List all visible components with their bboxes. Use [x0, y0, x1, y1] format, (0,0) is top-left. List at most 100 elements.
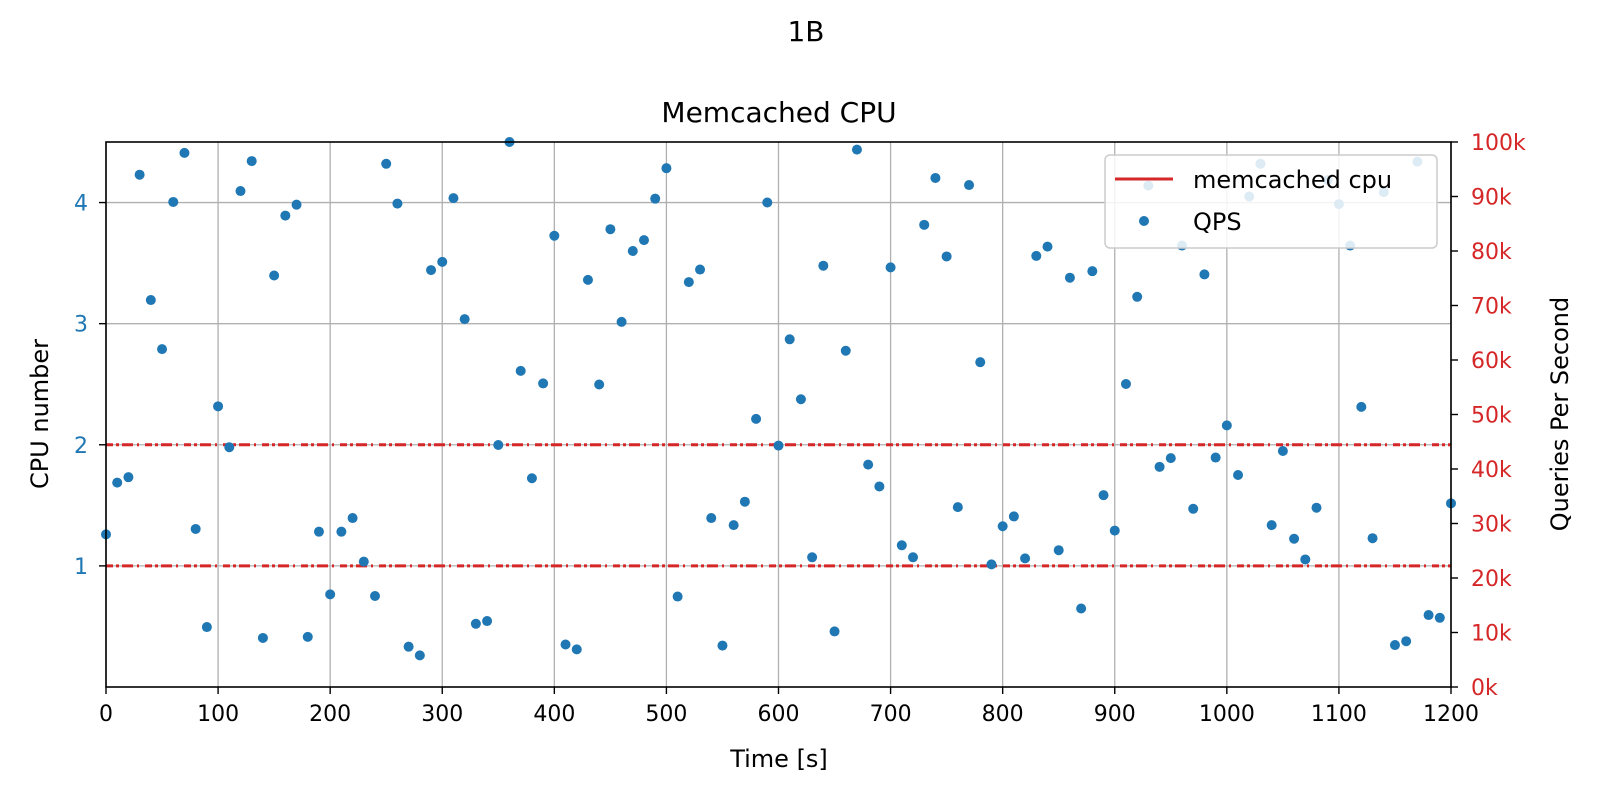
qps-point	[582, 274, 593, 285]
qps-point	[840, 345, 851, 356]
qps-point	[885, 262, 896, 273]
qps-point	[246, 156, 257, 167]
qps-point	[280, 210, 291, 221]
qps-point	[370, 590, 380, 601]
qps-point	[1132, 291, 1143, 302]
qps-point	[1423, 610, 1434, 621]
qps-point	[1233, 469, 1244, 480]
x-tick-label: 600	[758, 702, 800, 727]
right-y-tick-label: 10k	[1471, 622, 1512, 647]
right-y-axis-ticks: 0k 10k 20k 30k 40k 50k 60k 70k 80k 90k 100k	[1451, 131, 1526, 701]
qps-point	[1389, 640, 1400, 651]
qps-point	[437, 256, 448, 267]
qps-point	[717, 640, 728, 651]
qps-point	[661, 163, 672, 174]
qps-point	[1277, 446, 1288, 457]
right-y-tick-label: 0k	[1471, 676, 1498, 701]
qps-point	[190, 523, 201, 534]
qps-point	[997, 521, 1008, 532]
qps-point	[1020, 553, 1031, 564]
qps-point	[493, 440, 504, 451]
right-y-tick-label: 30k	[1471, 513, 1512, 538]
left-y-axis-ticks: 1 2 3 4	[74, 192, 106, 580]
right-y-tick-label: 90k	[1471, 186, 1512, 211]
legend-memcached-cpu-label: memcached cpu	[1193, 166, 1392, 194]
qps-point	[414, 650, 425, 661]
left-y-axis-label: CPU number	[26, 339, 54, 489]
qps-point	[291, 199, 302, 210]
x-axis-label: Time [s]	[729, 745, 828, 773]
qps-point	[728, 520, 739, 531]
x-tick-label: 500	[645, 702, 687, 727]
qps-point	[157, 344, 168, 355]
qps-point	[571, 644, 582, 655]
x-tick-label: 0	[99, 702, 113, 727]
qps-point	[874, 481, 885, 492]
qps-point	[919, 219, 930, 230]
qps-point	[1367, 533, 1378, 544]
qps-point	[426, 265, 437, 276]
qps-point	[762, 197, 773, 208]
qps-point	[1064, 272, 1075, 283]
qps-point	[695, 264, 706, 275]
qps-point	[1311, 502, 1322, 513]
left-y-tick-label: 4	[74, 192, 88, 217]
qps-point	[134, 169, 145, 180]
qps-point	[560, 639, 571, 650]
qps-point	[1434, 612, 1445, 623]
qps-point	[145, 295, 156, 306]
legend-qps-swatch	[1139, 216, 1149, 226]
qps-point	[896, 540, 907, 551]
qps-point	[1199, 269, 1210, 280]
qps-point	[392, 198, 403, 209]
qps-point	[1008, 511, 1019, 522]
qps-point	[829, 626, 840, 637]
qps-point	[549, 230, 560, 241]
figure-suptitle: 1B	[787, 15, 824, 48]
qps-point	[515, 365, 526, 376]
qps-point	[313, 526, 324, 537]
qps-point	[863, 459, 874, 470]
x-tick-label: 1100	[1311, 702, 1367, 727]
qps-point	[1076, 603, 1087, 614]
qps-point	[683, 277, 694, 288]
qps-point	[179, 147, 190, 158]
qps-point	[325, 589, 336, 600]
x-tick-label: 1000	[1199, 702, 1255, 727]
qps-point	[482, 616, 493, 627]
qps-point	[739, 496, 750, 507]
qps-point	[302, 631, 313, 642]
qps-point	[1042, 241, 1053, 252]
qps-point	[986, 559, 997, 570]
qps-point	[347, 513, 358, 524]
qps-point	[807, 552, 818, 563]
qps-point	[1401, 636, 1412, 647]
right-y-tick-label: 50k	[1471, 404, 1512, 429]
legend-qps-label: QPS	[1193, 208, 1242, 236]
qps-point	[1087, 266, 1098, 277]
qps-point	[1109, 525, 1120, 536]
qps-point	[930, 172, 941, 183]
chart-title: Memcached CPU	[661, 96, 896, 129]
x-tick-label: 1200	[1423, 702, 1479, 727]
qps-point	[448, 193, 459, 204]
qps-point	[112, 477, 123, 488]
qps-point	[1221, 420, 1232, 431]
right-y-tick-label: 60k	[1471, 349, 1512, 374]
right-y-tick-label: 20k	[1471, 567, 1512, 592]
qps-point	[616, 316, 627, 327]
qps-point	[818, 260, 829, 271]
qps-point	[459, 314, 470, 325]
qps-point	[1300, 554, 1311, 565]
qps-point	[627, 246, 638, 256]
right-y-tick-label: 40k	[1471, 458, 1512, 483]
qps-point	[605, 224, 616, 235]
left-y-tick-label: 2	[74, 434, 88, 459]
qps-point	[773, 440, 784, 451]
qps-point	[851, 144, 862, 155]
qps-point	[1210, 452, 1221, 463]
qps-point	[1154, 461, 1165, 472]
left-y-tick-label: 3	[74, 313, 88, 338]
